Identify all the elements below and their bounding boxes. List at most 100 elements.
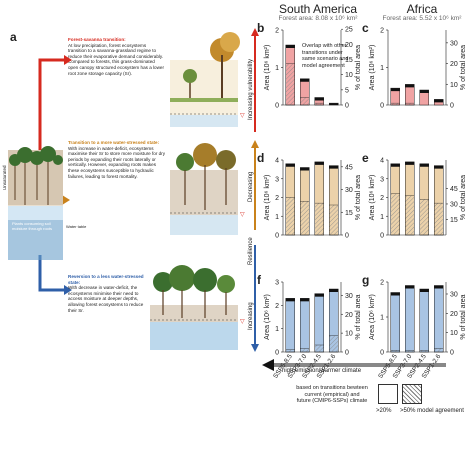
ytick-label-d: 0 <box>275 233 279 240</box>
ytick-label-d: 3 <box>275 176 279 183</box>
bar-cap-e-1 <box>405 161 415 165</box>
less-stressed-body: With decrease in water-deficit, the ecos… <box>68 285 144 313</box>
y2tick-label-f: 0 <box>345 350 349 357</box>
y2tick-label-g: 20 <box>450 311 458 318</box>
plants-label: Plants consuming soil moisture through r… <box>12 221 53 231</box>
footnote: based on transitions bewteen current (em… <box>287 385 377 405</box>
bar-agree-b-0 <box>285 63 295 106</box>
bar-agree-b-2 <box>314 102 324 106</box>
y2label-f: % of total area <box>355 294 362 339</box>
less-stressed-title: Reversion to a less water-stressed state… <box>68 274 144 285</box>
y2tick-label-b: 5 <box>345 87 349 94</box>
bar-agree-d-2 <box>314 202 324 236</box>
svg-text:▽: ▽ <box>240 319 245 325</box>
panel-letter-e: e <box>362 151 369 165</box>
bar-cap-g-3 <box>434 285 444 289</box>
ytick-label-g: 0 <box>380 350 384 357</box>
y2label-c: % of total area <box>460 45 467 90</box>
bar-agree-f-0 <box>285 349 295 353</box>
footnote-line3: future (CMIP6-SSPs) climate <box>296 398 368 405</box>
y2tick-label-g: 10 <box>450 330 458 337</box>
bar-agree-c-1 <box>405 102 415 106</box>
south-america-area: Forest area: 8.08 x 10⁶ km² <box>278 15 358 22</box>
ytick-label-b: 2 <box>275 28 279 35</box>
y2label-e: % of total area <box>460 175 467 220</box>
ytick-label-f: 1 <box>275 326 279 333</box>
africa-title: Africa <box>406 2 438 16</box>
y2tick-label-d: 30 <box>345 187 353 194</box>
forest-savanna-body: At low precipitation, forest ecosystems … <box>68 42 165 76</box>
legend-label-20: >20% <box>376 408 392 414</box>
arrow-red-head <box>64 55 72 65</box>
left-forest-block <box>8 146 63 260</box>
y2label-d: % of total area <box>355 175 362 220</box>
ytick-label-c: 2 <box>380 28 384 35</box>
bar-cap-e-0 <box>390 163 400 167</box>
y2label-b: % of total area <box>355 45 362 90</box>
ytick-label-e: 0 <box>380 233 384 240</box>
bar-agree-g-2 <box>419 350 429 353</box>
y2tick-label-c: 20 <box>450 61 458 68</box>
bar-cap-f-0 <box>285 298 295 302</box>
bar-cap-f-2 <box>314 293 324 297</box>
bar-cap-e-3 <box>434 165 444 169</box>
y2tick-label-c: 10 <box>450 82 458 89</box>
panel-a-letter: a <box>10 30 17 44</box>
ytick-label-f: 2 <box>275 303 279 310</box>
y2tick-label-d: 45 <box>345 164 353 171</box>
y2tick-label-b: 0 <box>345 103 349 110</box>
south-america-title: South America <box>278 2 358 16</box>
y2tick-label-g: 0 <box>450 350 454 357</box>
bar-cap-c-0 <box>390 88 400 92</box>
water-table-label: Water table <box>66 224 87 229</box>
ylabel-d: Area (10⁶ km²) <box>264 175 271 221</box>
bar-cap-b-2 <box>314 97 324 101</box>
bar-c-1 <box>405 84 415 106</box>
stressed-body: With increase in water-deficit, ecosyste… <box>68 145 166 179</box>
arrow-blue <box>38 255 64 292</box>
less-stressed-illustration: ▽ <box>150 265 245 350</box>
ylabel-e: Area (10⁶ km²) <box>369 175 376 221</box>
ytick-label-f: 3 <box>275 280 279 287</box>
bar-cap-c-2 <box>419 90 429 93</box>
bar-cap-d-1 <box>300 167 310 171</box>
bar-cap-c-1 <box>405 84 415 88</box>
bar-f-1 <box>300 298 310 353</box>
forest-savanna-title: Forest-savanna transition: <box>68 37 126 42</box>
ytick-label-c: 1 <box>380 65 384 72</box>
ytick-label-e: 1 <box>380 214 384 221</box>
bar-f-2 <box>314 293 324 353</box>
bar-agree-d-3 <box>329 204 339 236</box>
y2tick-label-c: 30 <box>450 40 458 47</box>
bar-agree-f-1 <box>300 348 310 353</box>
legend-box-50 <box>402 384 422 404</box>
bar-cap-d-3 <box>329 165 339 169</box>
bar-cap-g-2 <box>419 289 429 292</box>
panel-letter-f: f <box>257 273 262 287</box>
bar-agree-d-0 <box>285 197 295 236</box>
ylabel-g: Area (10⁶ km²) <box>369 294 376 340</box>
overlap-annotation: Overlap with other transitions under sam… <box>302 43 349 69</box>
panel-letter-d: d <box>257 151 264 165</box>
ytick-label-g: 1 <box>380 315 384 322</box>
panel-letter-g: g <box>362 273 369 287</box>
bar-agree-g-3 <box>434 348 444 353</box>
stressed-title: Transition to a more water-stressed stat… <box>68 140 160 145</box>
bar-agree-e-3 <box>434 202 444 236</box>
ytick-label-e: 3 <box>380 176 384 183</box>
arrow-blue-head <box>64 285 72 295</box>
ytick-label-c: 0 <box>380 103 384 110</box>
svg-text:▽: ▽ <box>240 113 245 119</box>
bar-agree-e-1 <box>405 195 415 236</box>
bar-cap-b-1 <box>300 78 310 82</box>
bar-cap-g-0 <box>390 292 400 296</box>
arrow-orange-head <box>62 195 70 205</box>
ylabel-f: Area (10⁶ km²) <box>264 294 271 340</box>
arrow-red <box>38 58 64 150</box>
forest-savanna-text: Forest-savanna transition: At low precip… <box>68 37 166 76</box>
y2tick-label-g: 30 <box>450 291 458 298</box>
bar-agree-b-1 <box>300 97 310 106</box>
savanna-illustration: ▽ <box>170 32 245 127</box>
